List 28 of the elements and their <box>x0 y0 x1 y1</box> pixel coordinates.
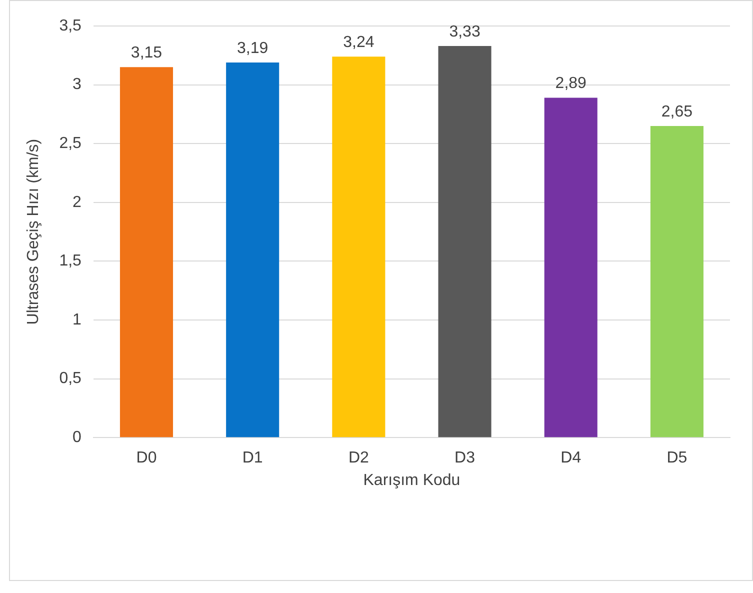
y-tick-label: 0,5 <box>59 370 82 388</box>
y-tick-label: 1 <box>72 311 82 328</box>
bar <box>226 62 280 438</box>
x-tick-label: D0 <box>136 450 157 467</box>
data-label: 3,24 <box>343 34 374 51</box>
data-label: 3,19 <box>237 40 268 57</box>
y-tick-label: 0 <box>72 429 82 446</box>
x-tick-label: D4 <box>560 450 582 467</box>
bar <box>332 56 386 438</box>
x-tick-label: D2 <box>348 450 370 467</box>
y-tick-label: 3 <box>72 76 82 94</box>
y-tick-label: 2 <box>72 194 82 211</box>
bar <box>120 67 174 438</box>
x-tick-label: D1 <box>242 450 263 467</box>
data-label: 3,33 <box>449 23 480 40</box>
data-label: 2,65 <box>661 103 693 120</box>
bar <box>650 126 704 438</box>
y-axis-title: Ultrases Geçiş Hızı (km/s) <box>25 138 42 325</box>
x-tick-label: D5 <box>666 450 688 467</box>
y-tick-label: 1,5 <box>59 252 82 270</box>
data-label: 2,89 <box>555 75 587 92</box>
bar <box>544 98 598 438</box>
data-label: 3,15 <box>130 44 162 62</box>
bar <box>438 46 492 438</box>
x-tick-label: D3 <box>454 450 476 467</box>
y-tick-label: 2,5 <box>59 135 82 152</box>
x-axis-title: Karışım Kodu <box>363 472 460 489</box>
y-tick-label: 3,5 <box>59 17 82 34</box>
